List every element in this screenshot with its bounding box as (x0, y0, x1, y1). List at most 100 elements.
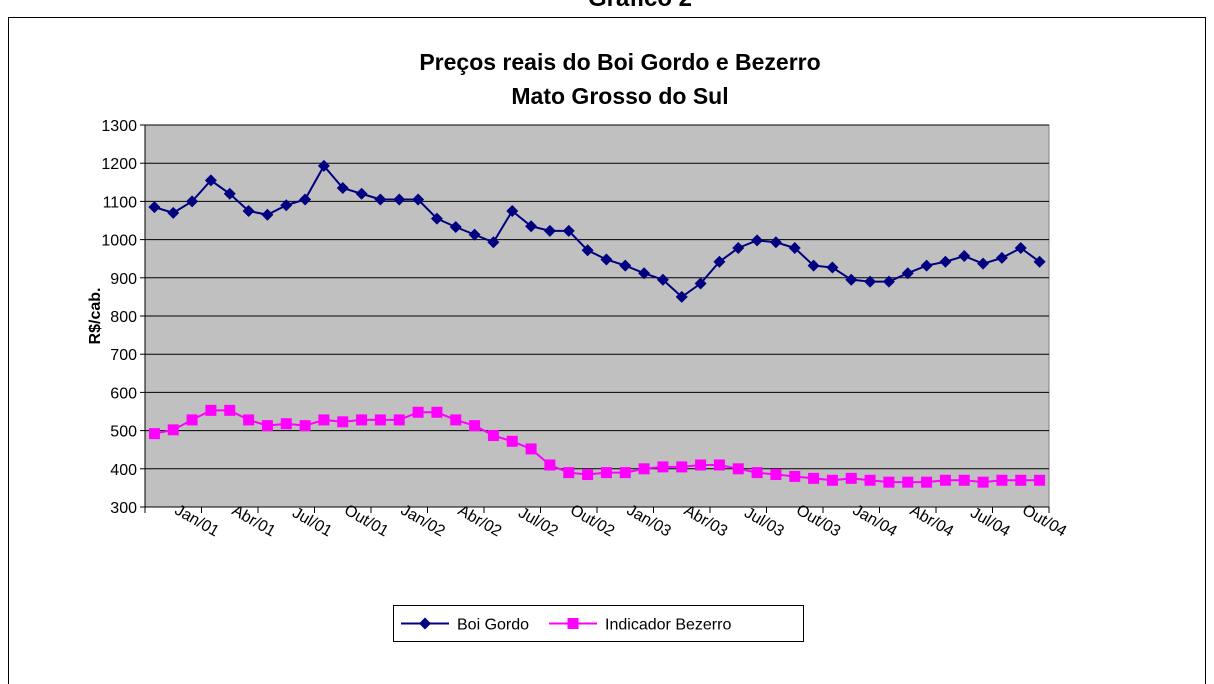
marker (450, 414, 462, 426)
series (148, 159, 1046, 303)
marker (317, 159, 330, 172)
marker (600, 467, 612, 479)
legend-label: Indicador Bezerro (605, 617, 731, 634)
y-tick-label: 1000 (101, 233, 137, 250)
marker (619, 467, 631, 479)
marker (713, 459, 725, 471)
marker (788, 242, 801, 255)
marker (543, 224, 556, 237)
marker (280, 199, 293, 212)
marker (676, 461, 688, 473)
y-tick-label: 700 (110, 347, 137, 364)
marker (901, 267, 914, 280)
marker (148, 201, 161, 214)
marker (995, 251, 1008, 264)
marker (567, 618, 579, 629)
y-tick-label: 900 (110, 271, 137, 288)
y-tick-label: 1100 (103, 194, 138, 211)
marker (318, 414, 330, 426)
marker (977, 257, 990, 270)
marker (355, 187, 368, 200)
series (148, 404, 1046, 488)
marker (732, 463, 744, 475)
marker (419, 617, 431, 630)
marker (939, 255, 952, 268)
legend-box (393, 605, 804, 642)
marker (167, 424, 179, 436)
marker (224, 404, 236, 416)
marker (713, 255, 726, 268)
marker (374, 193, 387, 206)
marker (789, 470, 801, 482)
marker (487, 430, 499, 442)
marker (337, 416, 349, 428)
y-tick-label: 500 (110, 424, 137, 441)
marker (205, 404, 217, 416)
marker (1034, 474, 1046, 486)
marker (299, 420, 311, 432)
chart-subtitle: Mato Grosso do Sul (511, 83, 728, 109)
marker (525, 220, 538, 233)
y-tick-label: 600 (110, 385, 137, 402)
marker (242, 204, 255, 217)
marker (600, 253, 613, 266)
marker (902, 476, 914, 488)
marker (431, 406, 443, 418)
y-tick-label: 1200 (101, 156, 137, 173)
marker (807, 259, 820, 272)
marker (864, 474, 876, 486)
marker (921, 476, 933, 488)
marker (449, 220, 462, 233)
marker (826, 474, 838, 486)
marker (845, 273, 858, 286)
y-tick-label: 1300 (101, 118, 137, 135)
marker (770, 469, 782, 481)
marker (299, 193, 312, 206)
marker (1014, 242, 1027, 255)
marker (204, 174, 217, 187)
marker (958, 250, 971, 263)
marker (562, 224, 575, 237)
marker (1033, 255, 1046, 268)
marker (657, 461, 669, 473)
marker (695, 459, 707, 471)
marker (430, 212, 443, 225)
y-tick-label: 800 (110, 309, 137, 326)
marker (186, 195, 199, 208)
marker (977, 476, 989, 488)
marker (883, 476, 895, 488)
marker (939, 474, 951, 486)
marker (356, 414, 368, 426)
marker (544, 459, 556, 471)
marker (374, 414, 386, 426)
marker (732, 242, 745, 255)
legend-label: Boi Gordo (457, 617, 529, 634)
marker (920, 259, 933, 272)
marker (223, 187, 236, 200)
marker (261, 208, 274, 221)
marker (582, 469, 594, 481)
marker (694, 277, 707, 290)
marker (563, 467, 575, 479)
marker (864, 275, 877, 288)
marker (468, 228, 481, 241)
figure-caption: Gráfico 2 (588, 0, 692, 12)
marker (506, 204, 519, 217)
marker (186, 414, 198, 426)
marker (469, 420, 481, 432)
marker (280, 418, 292, 430)
marker (808, 472, 820, 484)
y-tick-label: 400 (110, 462, 137, 479)
marker (412, 193, 425, 206)
marker (656, 273, 669, 286)
marker (506, 435, 518, 447)
marker (826, 261, 839, 274)
marker (675, 290, 688, 303)
marker (412, 406, 424, 418)
marker (336, 182, 349, 195)
marker (751, 234, 764, 247)
chart-title: Preços reais do Boi Gordo e Bezerro (419, 49, 820, 75)
marker (525, 443, 537, 455)
y-tick-label: 300 (110, 500, 137, 517)
